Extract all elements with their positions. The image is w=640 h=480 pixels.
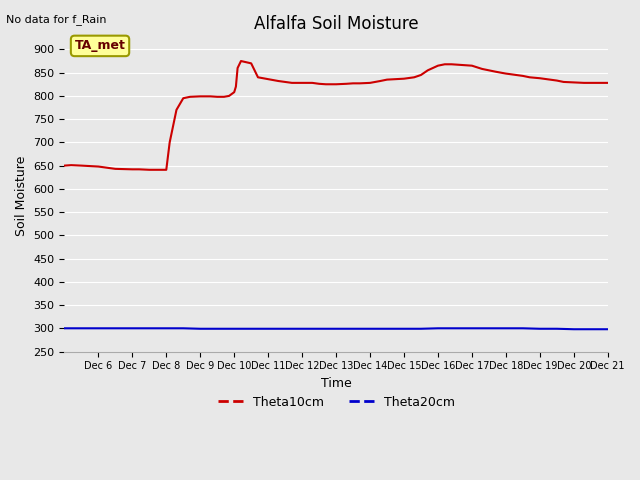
Theta20cm	[536, 326, 543, 332]
Line: Theta10cm: Theta10cm	[65, 61, 608, 170]
Theta10cm	[604, 80, 612, 86]
Text: No data for f_Rain: No data for f_Rain	[6, 14, 107, 25]
Theta20cm	[145, 325, 153, 331]
Theta20cm	[163, 325, 170, 331]
Theta20cm	[247, 326, 255, 332]
Theta20cm	[519, 325, 527, 331]
Theta20cm	[604, 326, 612, 332]
Title: Alfalfa Soil Moisture: Alfalfa Soil Moisture	[254, 15, 419, 33]
Theta10cm	[145, 167, 153, 173]
Theta20cm	[468, 325, 476, 331]
X-axis label: Time: Time	[321, 377, 351, 390]
Theta20cm	[417, 326, 425, 332]
Theta20cm	[332, 326, 340, 332]
Theta20cm	[179, 325, 187, 331]
Theta20cm	[570, 326, 578, 332]
Theta20cm	[152, 325, 160, 331]
Theta20cm	[298, 326, 306, 332]
Theta20cm	[349, 326, 357, 332]
Theta20cm	[95, 325, 102, 331]
Theta20cm	[400, 326, 408, 332]
Theta20cm	[61, 325, 68, 331]
Theta20cm	[129, 325, 136, 331]
Theta10cm	[129, 167, 136, 172]
Theta10cm	[232, 84, 240, 89]
Theta20cm	[77, 325, 85, 331]
Theta10cm	[308, 80, 316, 86]
Theta20cm	[230, 326, 238, 332]
Theta20cm	[213, 326, 221, 332]
Theta10cm	[61, 163, 68, 168]
Theta20cm	[451, 325, 459, 331]
Theta20cm	[366, 326, 374, 332]
Text: TA_met: TA_met	[75, 39, 125, 52]
Line: Theta20cm: Theta20cm	[65, 328, 608, 329]
Theta10cm	[298, 80, 306, 86]
Theta20cm	[502, 325, 509, 331]
Y-axis label: Soil Moisture: Soil Moisture	[15, 156, 28, 236]
Theta10cm	[237, 58, 245, 64]
Theta20cm	[553, 326, 561, 332]
Theta10cm	[213, 94, 221, 100]
Legend: Theta10cm, Theta20cm: Theta10cm, Theta20cm	[212, 391, 460, 414]
Theta20cm	[434, 325, 442, 331]
Theta20cm	[264, 326, 272, 332]
Theta20cm	[196, 326, 204, 332]
Theta20cm	[587, 326, 595, 332]
Theta10cm	[492, 69, 500, 74]
